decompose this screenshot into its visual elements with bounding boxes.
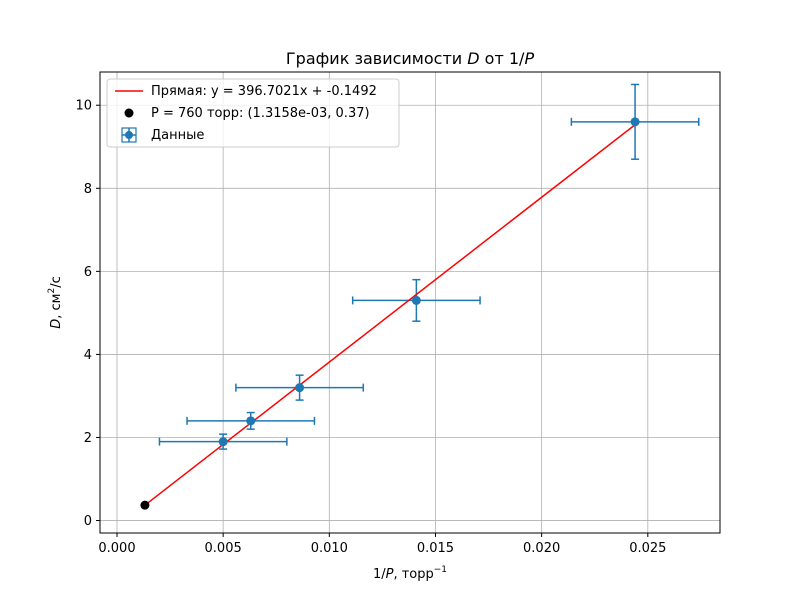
- y-axis-label: D, см2/с: [47, 276, 64, 329]
- plot-series: [140, 83, 700, 510]
- legend-label-fit: Прямая: y = 396.7021x + -0.1492: [151, 84, 377, 99]
- data-point: [246, 416, 256, 426]
- legend-label-point: P = 760 торр: (1.3158e-03, 0.37): [151, 106, 370, 121]
- data-point: [630, 117, 640, 127]
- legend-swatch-frame: [121, 127, 137, 143]
- x-tick-label: 0.005: [205, 541, 242, 556]
- x-tick-label: 0.010: [311, 541, 348, 556]
- plot-frame: [99, 71, 721, 534]
- legend-box: [106, 78, 400, 148]
- y-tick-label: 10: [75, 99, 92, 114]
- data-point: [411, 295, 421, 305]
- y-tick-label: 4: [84, 348, 92, 363]
- y-tick-label: 8: [84, 182, 92, 197]
- x-tick-label: 0.025: [629, 541, 666, 556]
- legend-errorbar-swatch: [121, 127, 137, 143]
- fit-line: [144, 124, 636, 506]
- x-axis-label: 1/P, торр−1: [373, 565, 447, 582]
- y-tick-label: 6: [84, 265, 92, 280]
- legend-swatch-marker: [125, 131, 133, 139]
- x-tick-label: 0.000: [98, 541, 135, 556]
- legend: Прямая: y = 396.7021x + -0.1492 P = 760 …: [106, 78, 400, 148]
- x-tick-label: 0.015: [417, 541, 454, 556]
- data-point: [218, 437, 228, 447]
- axis-ticks: 0.000 0.005 0.010 0.015 0.020 0.025 0 2 4 6 8 10: [75, 99, 666, 556]
- legend-point-swatch: [124, 108, 134, 118]
- x-tick-label: 0.020: [523, 541, 560, 556]
- y-tick-label: 2: [84, 431, 92, 446]
- reference-point: [140, 500, 150, 510]
- y-tick-label: 0: [84, 514, 92, 529]
- legend-label-data: Данные: [151, 128, 204, 143]
- chart-title: График зависимости D от 1/P: [286, 49, 535, 68]
- data-point: [295, 383, 305, 393]
